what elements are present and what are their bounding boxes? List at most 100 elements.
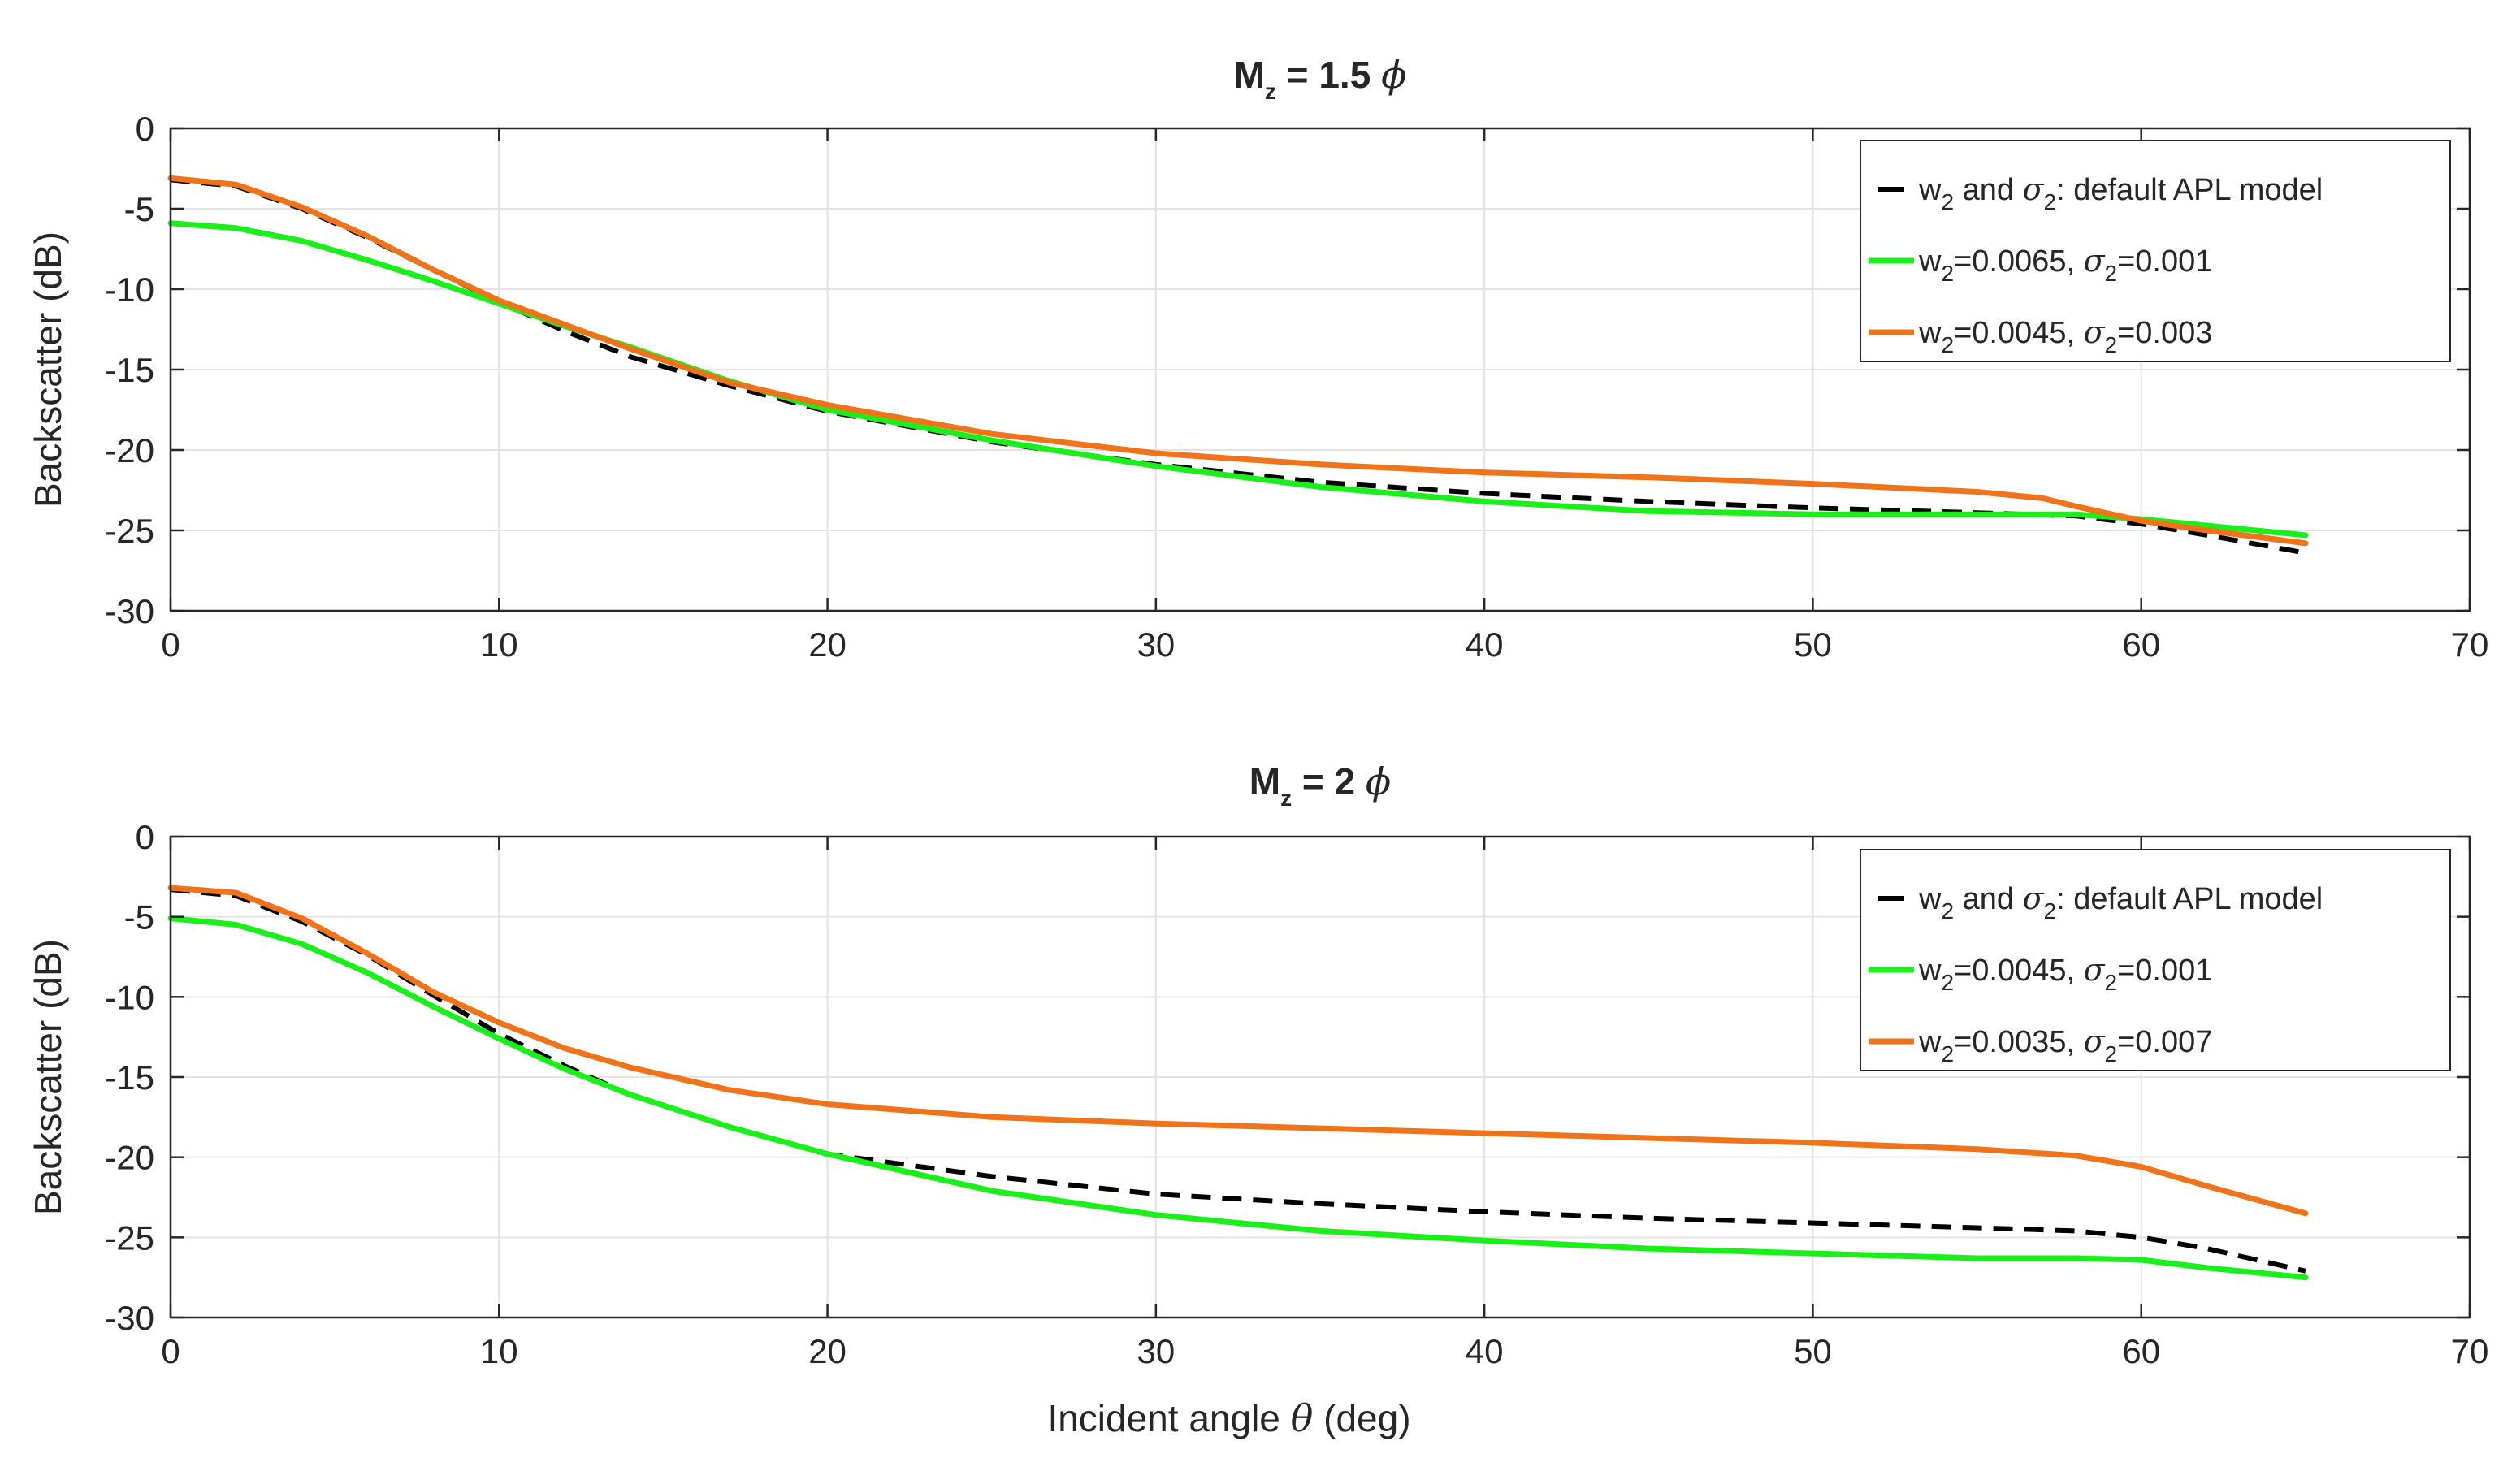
phi-symbol: ϕ bbox=[1366, 759, 1391, 803]
x-tick-label: 60 bbox=[2122, 625, 2160, 664]
title-prefix: M bbox=[1234, 54, 1265, 96]
y-tick-label: -15 bbox=[105, 1058, 154, 1097]
theta-symbol: θ bbox=[1291, 1396, 1314, 1440]
legend-w: w bbox=[1918, 316, 1942, 350]
legend-middle: and bbox=[1954, 882, 2023, 916]
y-tick-label: -30 bbox=[105, 592, 154, 630]
y-tick-label: -25 bbox=[105, 1218, 154, 1257]
title-prefix: M bbox=[1249, 760, 1280, 803]
legend-sigma-sub: 2 bbox=[2044, 189, 2057, 214]
series-line-2 bbox=[167, 175, 2309, 547]
legend-box bbox=[1860, 140, 2451, 362]
legend-entry-1: w2=0.0045, σ2=0.001 bbox=[1918, 952, 2212, 995]
legend-w: w bbox=[1918, 1025, 1942, 1059]
legend-w-sub: 2 bbox=[1941, 189, 1954, 214]
legend-tail: =0.001 bbox=[2117, 244, 2212, 279]
legend-w-sub: 2 bbox=[1941, 261, 1954, 286]
series-line-1 bbox=[167, 220, 2309, 539]
y-tick-label: -25 bbox=[105, 512, 154, 550]
legend-w-sub: 2 bbox=[1941, 1041, 1954, 1066]
sigma-symbol: σ bbox=[2023, 880, 2045, 916]
subplot-mz-1.5: 0 10 20 30 40 50 60 70 0 -5 -10 -15 -20 -25 -30 Backsca… bbox=[27, 53, 2488, 664]
legend-w-sub: 2 bbox=[1941, 898, 1954, 924]
legend-w: w bbox=[1918, 882, 1942, 916]
y-tick-label: -10 bbox=[105, 270, 154, 309]
legend-w: w bbox=[1918, 954, 1942, 988]
x-tick-label: 40 bbox=[1466, 625, 1504, 664]
phi-symbol: ϕ bbox=[1381, 53, 1406, 97]
legend-tail: : default APL model bbox=[2056, 882, 2323, 916]
series-line-0 bbox=[170, 887, 2306, 1274]
x-tick-label: 10 bbox=[480, 1332, 518, 1370]
legend-middle: =0.0035, bbox=[1954, 1025, 2084, 1059]
legend-entry-0: w2 and σ2: default APL model bbox=[1918, 880, 2323, 924]
y-axis-title: Backscatter (dB) bbox=[27, 231, 69, 508]
x-tick-label: 50 bbox=[1794, 625, 1832, 664]
title-subscript: z bbox=[1265, 79, 1276, 104]
legend-box bbox=[1860, 849, 2451, 1071]
x-tick-label: 50 bbox=[1794, 1332, 1832, 1370]
x-tick-label: 20 bbox=[808, 1332, 847, 1370]
x-axis-title-unit: (deg) bbox=[1313, 1397, 1410, 1439]
legend-sigma-sub: 2 bbox=[2105, 970, 2118, 995]
title-value: = 1.5 bbox=[1276, 54, 1381, 96]
legend-tail: =0.001 bbox=[2117, 954, 2212, 988]
x-tick-label: 10 bbox=[480, 625, 518, 664]
legend-middle: =0.0045, bbox=[1954, 954, 2084, 988]
title-value: = 2 bbox=[1292, 760, 1366, 803]
y-tick-label: -15 bbox=[105, 351, 154, 389]
sigma-symbol: σ bbox=[2023, 171, 2045, 207]
x-tick-label: 70 bbox=[2451, 1332, 2489, 1370]
x-tick-label: 70 bbox=[2451, 625, 2489, 664]
legend-sigma-sub: 2 bbox=[2105, 261, 2118, 286]
y-tick-label: -5 bbox=[124, 898, 154, 937]
sigma-symbol: σ bbox=[2084, 952, 2106, 988]
y-tick-label: -10 bbox=[105, 978, 154, 1016]
legend-middle: =0.0065, bbox=[1954, 244, 2084, 279]
y-axis-title: Backscatter (dB) bbox=[27, 939, 69, 1215]
x-tick-label: 30 bbox=[1137, 625, 1175, 664]
sigma-symbol: σ bbox=[2084, 1023, 2106, 1059]
legend-entry-0: w2 and σ2: default APL model bbox=[1918, 171, 2323, 214]
legend-tail: =0.003 bbox=[2117, 316, 2212, 350]
legend-sigma-sub: 2 bbox=[2044, 898, 2057, 924]
y-tick-label: 0 bbox=[136, 818, 154, 856]
y-tick-label: 0 bbox=[136, 110, 154, 148]
x-tick-label: 30 bbox=[1137, 1332, 1175, 1370]
subplot-mz-2: 0 10 20 30 40 50 60 70 0 -5 -10 -15 -20 -25 -30 Backsca… bbox=[27, 759, 2488, 1370]
sigma-symbol: σ bbox=[2084, 243, 2106, 279]
x-tick-label: 0 bbox=[161, 625, 180, 664]
legend-tail: =0.007 bbox=[2117, 1025, 2212, 1059]
x-tick-label: 20 bbox=[808, 625, 847, 664]
y-tick-label: -30 bbox=[105, 1299, 154, 1337]
x-tick-label: 0 bbox=[161, 1332, 180, 1370]
series-line-1 bbox=[167, 915, 2309, 1281]
x-axis-title-text: Incident angle bbox=[1047, 1397, 1290, 1439]
plot-title: Mz = 2 ϕ bbox=[1249, 759, 1391, 811]
title-subscript: z bbox=[1280, 785, 1292, 811]
legend-sigma-sub: 2 bbox=[2105, 332, 2118, 357]
legend-entry-2: w2=0.0045, σ2=0.003 bbox=[1918, 314, 2212, 357]
plot-title: Mz = 1.5 ϕ bbox=[1234, 53, 1407, 104]
y-tick-label: -5 bbox=[124, 190, 154, 228]
legend-w: w bbox=[1918, 244, 1942, 279]
legend-middle: and bbox=[1954, 173, 2023, 207]
legend-sigma-sub: 2 bbox=[2105, 1041, 2118, 1066]
x-tick-label: 40 bbox=[1466, 1332, 1504, 1370]
legend-w: w bbox=[1918, 173, 1942, 207]
legend-middle: =0.0045, bbox=[1954, 316, 2084, 350]
legend-w-sub: 2 bbox=[1941, 970, 1954, 995]
y-tick-label: -20 bbox=[105, 1139, 154, 1177]
legend-w-sub: 2 bbox=[1941, 332, 1954, 357]
legend-entry-2: w2=0.0035, σ2=0.007 bbox=[1918, 1023, 2212, 1066]
series-line-2 bbox=[167, 885, 2309, 1217]
sigma-symbol: σ bbox=[2084, 314, 2106, 350]
legend-entry-1: w2=0.0065, σ2=0.001 bbox=[1918, 243, 2212, 286]
x-axis-title: Incident angle θ (deg) bbox=[1047, 1396, 1410, 1440]
legend-tail: : default APL model bbox=[2056, 173, 2323, 207]
x-tick-label: 60 bbox=[2122, 1332, 2160, 1370]
y-tick-label: -20 bbox=[105, 431, 154, 469]
